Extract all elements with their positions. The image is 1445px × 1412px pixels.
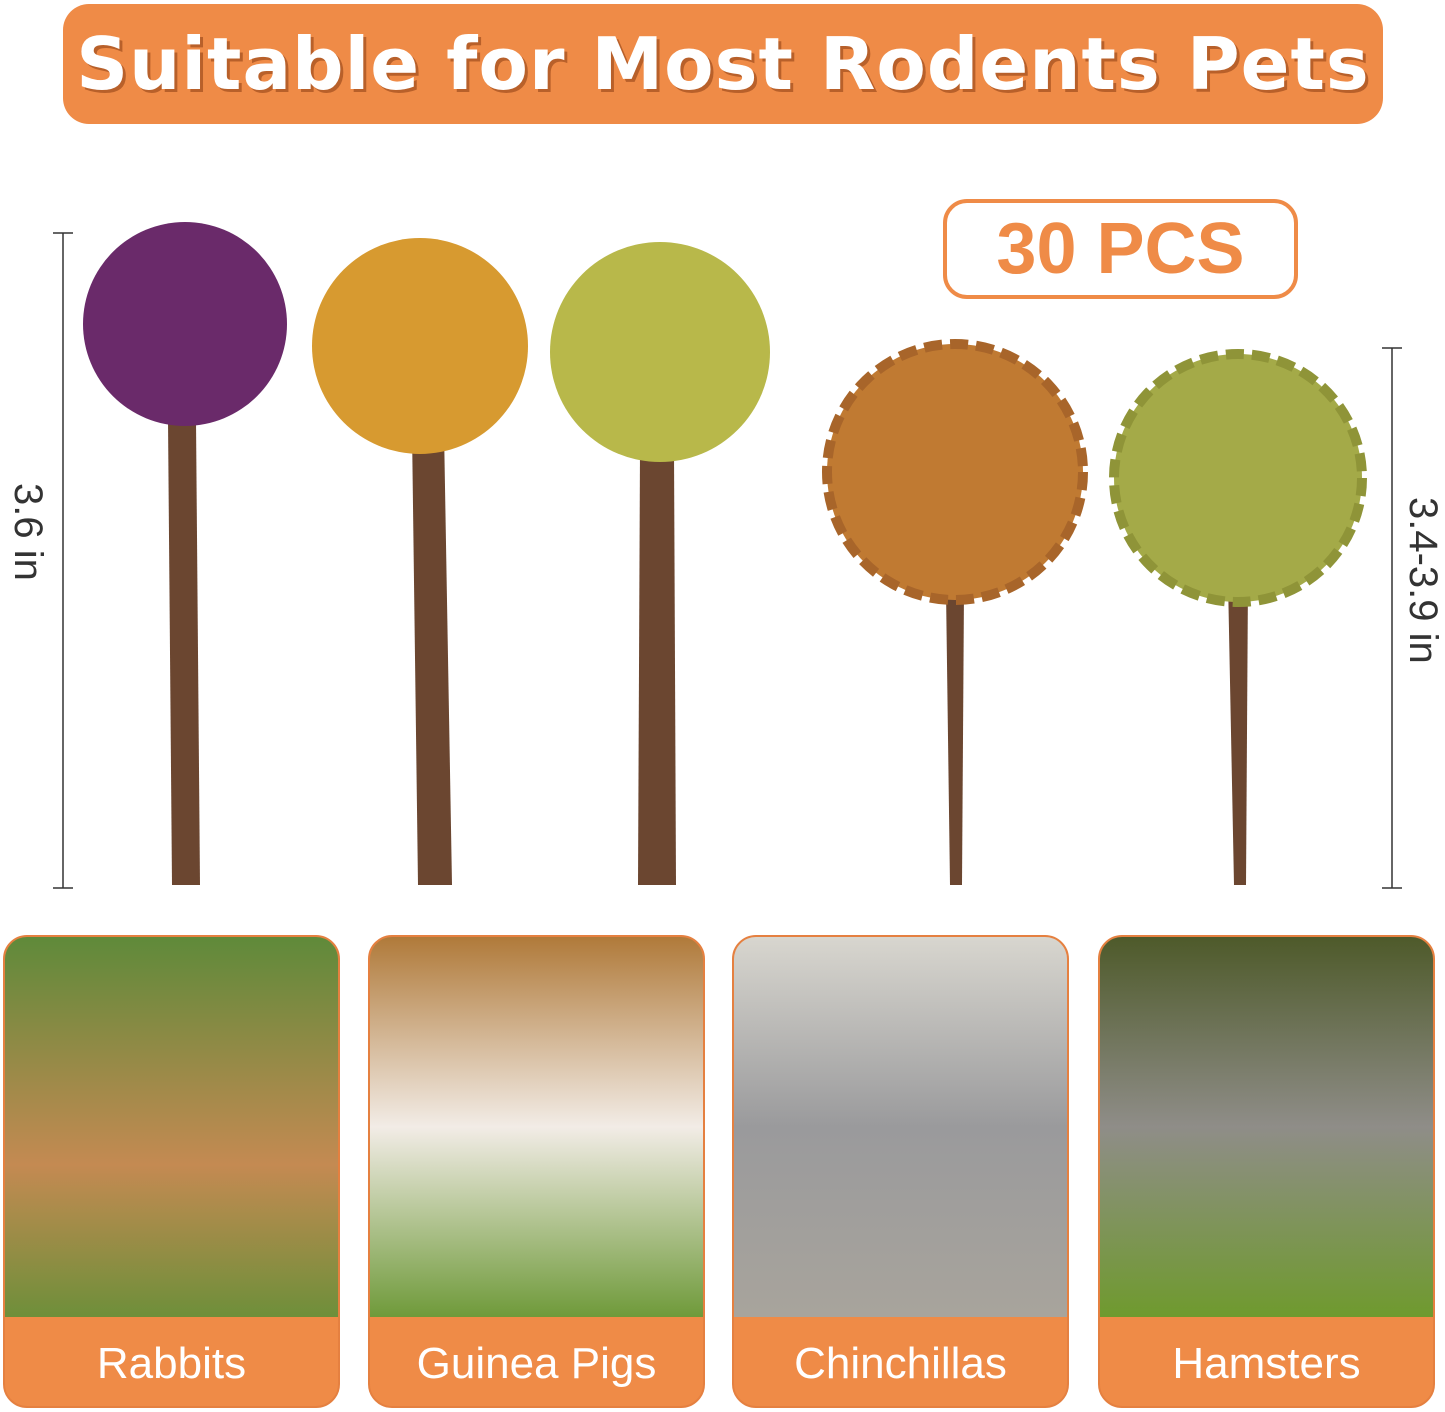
title: Suitable for Most Rodents Pets — [76, 22, 1370, 106]
dimension-right: 3.4-3.9 in — [1401, 497, 1445, 664]
chinchilla-photo — [734, 937, 1067, 1317]
pet-card-chinchillas: Chinchillas — [732, 935, 1069, 1408]
pet-label: Rabbits — [96, 1338, 247, 1388]
rabbit-photo — [5, 937, 338, 1317]
green-rabbit-cookie — [1109, 349, 1367, 607]
purple-ball — [83, 222, 287, 426]
title-banner: Suitable for Most Rodents Pets — [63, 4, 1383, 124]
pet-label: Chinchillas — [794, 1338, 1007, 1388]
hamster-photo — [1100, 937, 1433, 1317]
pet-card-rabbits: Rabbits — [3, 935, 340, 1408]
pet-card-hamsters: Hamsters — [1098, 935, 1435, 1408]
orange-rabbit-cookie — [822, 339, 1088, 605]
count-badge: 30 PCS — [943, 199, 1298, 299]
pet-label: Hamsters — [1172, 1338, 1361, 1388]
guinea-pig-photo — [370, 937, 703, 1317]
pet-label: Guinea Pigs — [416, 1338, 657, 1388]
green-ball — [550, 242, 770, 462]
dimension-left: 3.6 in — [6, 483, 50, 581]
pet-card-guinea-pigs: Guinea Pigs — [368, 935, 705, 1408]
dimension-line-left — [53, 232, 73, 889]
product-illustration — [53, 222, 1402, 889]
orange-ball — [312, 238, 528, 454]
dimension-line-right — [1382, 347, 1402, 889]
sticks — [168, 420, 1248, 885]
